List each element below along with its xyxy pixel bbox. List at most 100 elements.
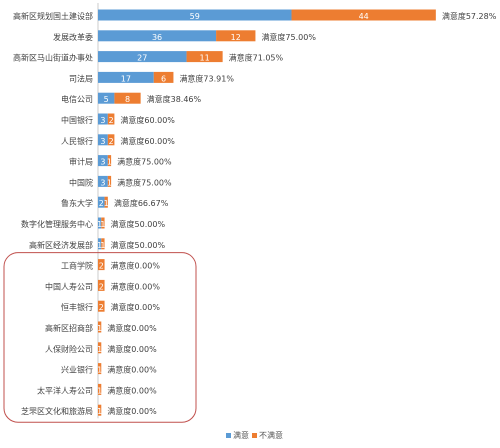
category-label: 中国人寿公司	[45, 281, 93, 291]
category-label: 兴业银行	[61, 365, 93, 375]
bar-unsatisfied	[98, 342, 102, 354]
satisfaction-ratio-label: 满意度71.05%	[229, 53, 284, 63]
bar-unsatisfied	[107, 155, 112, 167]
bar-unsatisfied	[98, 383, 102, 395]
data-label-satisfied: 5	[104, 95, 109, 104]
bar-unsatisfied	[153, 71, 174, 83]
satisfaction-ratio-label: 满意度0.00%	[111, 281, 161, 291]
data-label-satisfied: 3	[100, 116, 105, 125]
category-label: 高新区经济发展部	[29, 240, 93, 250]
legend-label-satisfied: 满意	[233, 430, 249, 440]
bar-unsatisfied	[104, 196, 108, 208]
satisfaction-ratio-label: 满意度66.67%	[114, 198, 169, 208]
bar-satisfied	[98, 217, 102, 229]
category-label: 高新区招商部	[45, 323, 93, 333]
category-label: 电信公司	[61, 94, 93, 104]
satisfaction-ratio-label: 满意度0.00%	[107, 344, 157, 354]
satisfaction-ratio-label: 满意度0.00%	[107, 406, 157, 416]
bar-satisfied	[98, 196, 105, 208]
bar-unsatisfied	[291, 9, 436, 21]
category-label: 中国银行	[61, 115, 93, 125]
data-label-satisfied: 59	[190, 12, 200, 21]
bar-satisfied	[98, 238, 102, 250]
data-label-satisfied: 3	[100, 178, 105, 187]
data-label-satisfied: 17	[121, 74, 131, 83]
data-label-unsatisfied: 1	[97, 345, 102, 354]
legend-label-unsatisfied: 不满意	[259, 430, 283, 440]
data-label-unsatisfied: 1	[97, 324, 102, 333]
satisfaction-ratio-label: 满意度50.00%	[111, 219, 166, 229]
legend-swatch-unsatisfied	[252, 433, 257, 438]
bar-unsatisfied	[186, 51, 223, 63]
data-label-unsatisfied: 2	[99, 262, 104, 271]
satisfaction-ratio-label: 满意度73.91%	[179, 73, 234, 83]
legend: 满意 不满意	[226, 430, 283, 440]
bar-unsatisfied	[216, 30, 256, 42]
zero-satisfaction-highlight-outline	[3, 252, 197, 423]
data-label-satisfied: 3	[100, 137, 105, 146]
satisfaction-ratio-label: 满意度60.00%	[120, 115, 175, 125]
category-label: 数字化管理服务中心	[21, 219, 93, 229]
data-label-satisfied: 36	[152, 33, 162, 42]
legend-swatch-satisfied	[226, 433, 231, 438]
data-label-unsatisfied: 1	[107, 158, 112, 167]
data-label-unsatisfied: 1	[100, 220, 105, 229]
data-label-satisfied: 27	[137, 54, 147, 63]
data-label-unsatisfied: 1	[97, 407, 102, 416]
bars-layer: 高新区规划国土建设部 59 44 满意度57.28%发展改革委 36 12 满意度75.00…	[3, 3, 497, 423]
satisfaction-ratio-label: 满意度50.00%	[111, 240, 166, 250]
bar-unsatisfied	[98, 363, 102, 375]
bar-unsatisfied	[98, 321, 102, 333]
bar-satisfied	[98, 9, 292, 21]
satisfaction-ratio-label: 满意度0.00%	[111, 261, 161, 271]
category-label: 人保财险公司	[45, 344, 93, 354]
data-label-satisfied: 2	[99, 199, 104, 208]
bar-satisfied	[98, 155, 108, 167]
category-label: 工商学院	[61, 261, 93, 271]
satisfaction-ratio-label: 满意度0.00%	[111, 302, 161, 312]
bar-unsatisfied	[98, 259, 105, 271]
data-label-unsatisfied: 2	[99, 303, 104, 312]
category-label: 发展改革委	[53, 32, 93, 42]
data-label-unsatisfied: 1	[97, 386, 102, 395]
satisfaction-ratio-label: 满意度0.00%	[107, 365, 157, 375]
bar-unsatisfied	[98, 404, 102, 416]
category-label: 高新区规划国土建设部	[13, 11, 93, 21]
bar-unsatisfied	[98, 300, 105, 312]
data-label-unsatisfied: 8	[125, 95, 130, 104]
data-label-satisfied: 1	[97, 220, 102, 229]
data-label-unsatisfied: 1	[107, 178, 112, 187]
bar-satisfied	[98, 175, 108, 187]
bar-satisfied	[98, 134, 108, 146]
satisfaction-ratio-label: 满意度60.00%	[120, 136, 175, 146]
satisfaction-ratio-label: 满意度0.00%	[107, 385, 157, 395]
bar-unsatisfied	[114, 92, 141, 104]
bar-unsatisfied	[98, 279, 105, 291]
category-label: 司法局	[69, 73, 93, 83]
data-label-unsatisfied: 44	[359, 12, 369, 21]
data-label-unsatisfied: 1	[97, 366, 102, 375]
bar-satisfied	[98, 30, 217, 42]
data-label-unsatisfied: 1	[100, 241, 105, 250]
satisfaction-ratio-label: 满意度75.00%	[117, 177, 172, 187]
category-label: 高新区马山街道办事处	[13, 53, 93, 63]
data-label-satisfied: 3	[100, 158, 105, 167]
bar-satisfied	[98, 71, 154, 83]
bar-satisfied	[98, 92, 115, 104]
data-label-unsatisfied: 2	[109, 137, 114, 146]
satisfaction-ratio-label: 满意度75.00%	[261, 32, 316, 42]
data-label-satisfied: 1	[97, 241, 102, 250]
category-label: 人民银行	[61, 136, 93, 146]
bar-satisfied	[98, 113, 108, 125]
category-label: 太平洋人寿公司	[37, 385, 93, 395]
satisfaction-ratio-label: 满意度57.28%	[442, 11, 497, 21]
category-label: 鲁东大学	[61, 198, 93, 208]
category-label: 中国院	[69, 177, 93, 187]
bar-unsatisfied	[107, 134, 115, 146]
category-label: 芝罘区文化和旅游局	[21, 406, 93, 416]
category-label: 恒丰银行	[61, 302, 93, 312]
bar-satisfied	[98, 51, 187, 63]
satisfaction-ratio-label: 满意度38.46%	[147, 94, 202, 104]
data-label-unsatisfied: 6	[161, 74, 166, 83]
